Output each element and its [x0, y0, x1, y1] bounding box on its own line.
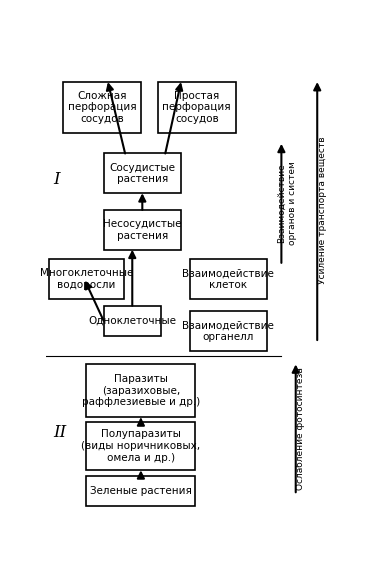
FancyBboxPatch shape [64, 82, 141, 133]
FancyBboxPatch shape [87, 364, 195, 417]
Text: I: I [53, 171, 60, 187]
Text: Паразиты
(заразиховые,
раффлезиевые и др.): Паразиты (заразиховые, раффлезиевые и др… [82, 374, 200, 407]
Text: Простая
перфорация
сосудов: Простая перфорация сосудов [162, 91, 231, 124]
Text: Одноклеточные: Одноклеточные [88, 316, 176, 325]
FancyBboxPatch shape [158, 82, 236, 133]
FancyBboxPatch shape [87, 422, 195, 470]
FancyBboxPatch shape [190, 312, 267, 351]
Text: Сложная
перфорация
сосудов: Сложная перфорация сосудов [68, 91, 137, 124]
Text: Несосудистые
растения: Несосудистые растения [103, 219, 182, 241]
Text: Многоклеточные
водоросли: Многоклеточные водоросли [40, 268, 133, 290]
FancyBboxPatch shape [87, 476, 195, 505]
Text: Усиление транспорта веществ: Усиление транспорта веществ [317, 136, 327, 284]
Text: Взаимодействие
органов и систем: Взаимодействие органов и систем [278, 162, 297, 245]
Text: Ослабление фотосинтеза: Ослабление фотосинтеза [296, 367, 305, 490]
FancyBboxPatch shape [104, 154, 181, 193]
Text: Зеленые растения: Зеленые растения [90, 485, 192, 496]
Text: II: II [53, 424, 67, 441]
FancyBboxPatch shape [104, 305, 161, 336]
Text: Взаимодействие
органелл: Взаимодействие органелл [182, 320, 274, 342]
Text: Сосудистые
растения: Сосудистые растения [109, 163, 175, 184]
FancyBboxPatch shape [190, 260, 267, 299]
FancyBboxPatch shape [104, 210, 181, 250]
Text: Взаимодействие
клеток: Взаимодействие клеток [182, 268, 274, 290]
FancyBboxPatch shape [49, 260, 124, 299]
Text: Полупаразиты
(виды норичниковых,
омела и др.): Полупаразиты (виды норичниковых, омела и… [81, 429, 201, 462]
